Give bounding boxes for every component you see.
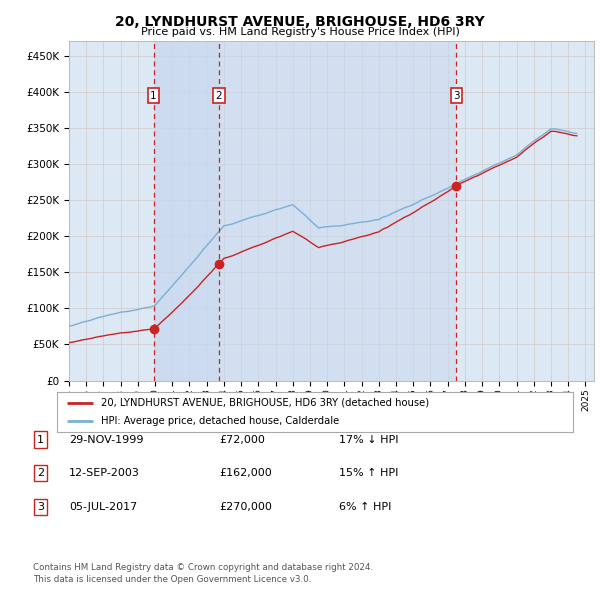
Text: 29-NOV-1999: 29-NOV-1999 [69, 435, 143, 444]
Text: 05-JUL-2017: 05-JUL-2017 [69, 502, 137, 512]
Bar [154, 41, 219, 381]
Text: Contains HM Land Registry data © Crown copyright and database right 2024.: Contains HM Land Registry data © Crown c… [33, 563, 373, 572]
Text: 2: 2 [215, 91, 222, 100]
Text: 20, LYNDHURST AVENUE, BRIGHOUSE, HD6 3RY (detached house): 20, LYNDHURST AVENUE, BRIGHOUSE, HD6 3RY… [101, 398, 429, 408]
Text: 6% ↑ HPI: 6% ↑ HPI [339, 502, 391, 512]
Text: 1: 1 [150, 91, 157, 100]
Bar [219, 41, 457, 381]
Text: Price paid vs. HM Land Registry's House Price Index (HPI): Price paid vs. HM Land Registry's House … [140, 27, 460, 37]
Text: 17% ↓ HPI: 17% ↓ HPI [339, 435, 398, 444]
Text: 20, LYNDHURST AVENUE, BRIGHOUSE, HD6 3RY: 20, LYNDHURST AVENUE, BRIGHOUSE, HD6 3RY [115, 15, 485, 29]
Text: £270,000: £270,000 [219, 502, 272, 512]
Text: 15% ↑ HPI: 15% ↑ HPI [339, 468, 398, 478]
Text: This data is licensed under the Open Government Licence v3.0.: This data is licensed under the Open Gov… [33, 575, 311, 584]
Text: £72,000: £72,000 [219, 435, 265, 444]
Text: HPI: Average price, detached house, Calderdale: HPI: Average price, detached house, Cald… [101, 416, 339, 426]
Text: 3: 3 [37, 502, 44, 512]
Text: 3: 3 [453, 91, 460, 100]
Text: 1: 1 [37, 435, 44, 444]
Text: 2: 2 [37, 468, 44, 478]
Text: 12-SEP-2003: 12-SEP-2003 [69, 468, 140, 478]
Text: £162,000: £162,000 [219, 468, 272, 478]
